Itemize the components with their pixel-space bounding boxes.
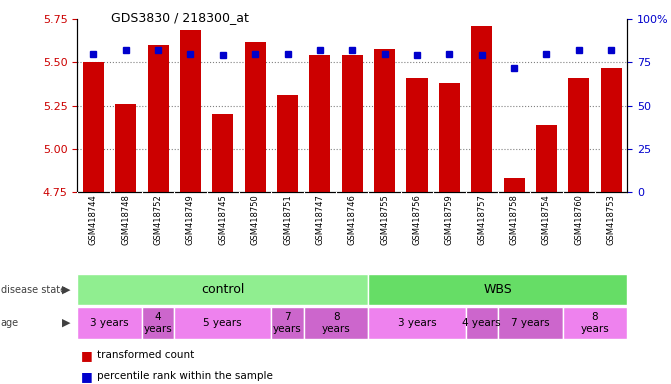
Bar [174, 307, 271, 339]
Text: GSM418756: GSM418756 [413, 194, 421, 245]
Text: 7
years: 7 years [273, 312, 302, 334]
Bar [148, 45, 168, 192]
Text: transformed count: transformed count [97, 350, 195, 360]
Bar [115, 104, 136, 192]
Text: GSM418753: GSM418753 [607, 194, 616, 245]
Text: 4 years: 4 years [462, 318, 501, 328]
Text: 7 years: 7 years [511, 318, 550, 328]
Bar [212, 114, 234, 192]
Text: 3 years: 3 years [90, 318, 129, 328]
Text: GSM418745: GSM418745 [218, 194, 227, 245]
Text: GSM418750: GSM418750 [251, 194, 260, 245]
Text: ■: ■ [81, 349, 93, 362]
Text: 8
years: 8 years [580, 312, 609, 334]
Text: control: control [201, 283, 244, 296]
Text: disease state: disease state [1, 285, 66, 295]
Text: ▶: ▶ [62, 318, 70, 328]
Bar [601, 68, 622, 192]
Bar [536, 125, 557, 192]
Text: GSM418744: GSM418744 [89, 194, 98, 245]
Text: GSM418747: GSM418747 [315, 194, 324, 245]
Bar [277, 95, 298, 192]
Bar [77, 307, 142, 339]
Text: 8
years: 8 years [321, 312, 350, 334]
Bar [83, 63, 104, 192]
Bar [271, 307, 304, 339]
Text: percentile rank within the sample: percentile rank within the sample [97, 371, 273, 381]
Bar [309, 56, 330, 192]
Bar [568, 78, 589, 192]
Text: GSM418748: GSM418748 [121, 194, 130, 245]
Text: 4
years: 4 years [144, 312, 172, 334]
Bar [439, 83, 460, 192]
Text: GSM418757: GSM418757 [477, 194, 486, 245]
Bar [304, 307, 368, 339]
Text: GSM418754: GSM418754 [542, 194, 551, 245]
Text: GSM418749: GSM418749 [186, 194, 195, 245]
Text: 5 years: 5 years [203, 318, 242, 328]
Bar [180, 30, 201, 192]
Bar [466, 307, 498, 339]
Bar [407, 78, 427, 192]
Text: GSM418760: GSM418760 [574, 194, 583, 245]
Bar [471, 26, 493, 192]
Text: ▶: ▶ [62, 285, 70, 295]
Text: GSM418746: GSM418746 [348, 194, 357, 245]
Bar [245, 42, 266, 192]
Text: GSM418752: GSM418752 [154, 194, 162, 245]
Bar [504, 178, 525, 192]
Bar [563, 307, 627, 339]
Text: age: age [1, 318, 19, 328]
Text: GSM418759: GSM418759 [445, 194, 454, 245]
Text: WBS: WBS [484, 283, 512, 296]
Bar [374, 49, 395, 192]
Bar [77, 274, 368, 305]
Bar [498, 307, 563, 339]
Bar [368, 307, 466, 339]
Text: 3 years: 3 years [398, 318, 436, 328]
Text: ■: ■ [81, 370, 93, 383]
Bar [342, 56, 363, 192]
Text: GSM418758: GSM418758 [509, 194, 519, 245]
Text: GSM418751: GSM418751 [283, 194, 292, 245]
Bar [142, 307, 174, 339]
Bar [368, 274, 627, 305]
Text: GSM418755: GSM418755 [380, 194, 389, 245]
Text: GDS3830 / 218300_at: GDS3830 / 218300_at [111, 12, 248, 25]
